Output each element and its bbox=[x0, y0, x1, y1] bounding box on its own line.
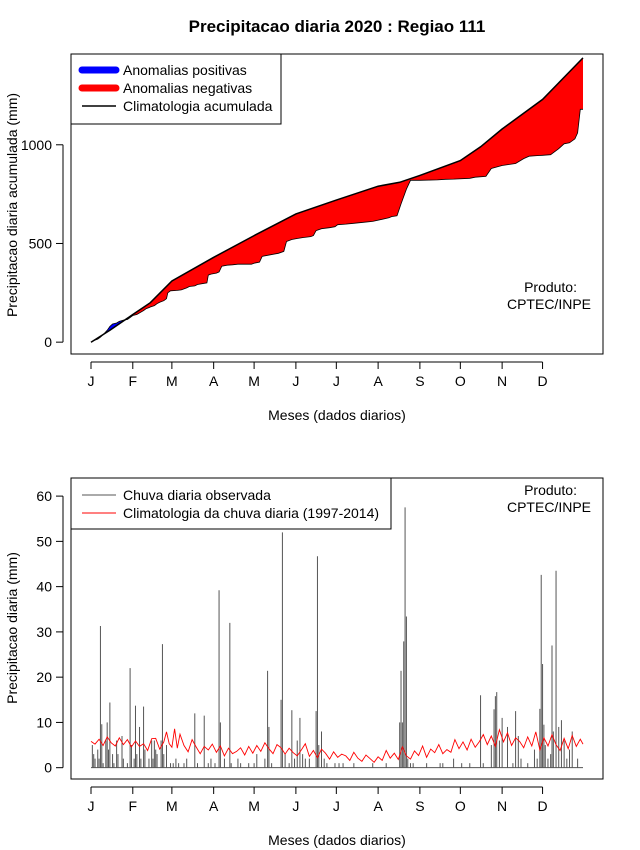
cumulative-x-tick-label: M bbox=[166, 373, 178, 389]
daily-y-tick-label: 30 bbox=[36, 624, 52, 640]
cumulative-y-tick-label: 0 bbox=[44, 334, 52, 350]
daily-chart: J F M A M J J A S O N D 0 10 20 30 40 50 60 Meses (dados … bbox=[4, 477, 604, 848]
cumulative-legend: Anomalias positivas Anomalias negativas … bbox=[70, 53, 282, 125]
cumulative-chart: J F M A M J J A S O N D 0 500 1000 Meses (dados diari… bbox=[4, 53, 604, 423]
daily-x-tick-label: N bbox=[497, 798, 507, 814]
cumulative-x-tick-label: M bbox=[248, 373, 260, 389]
daily-y-tick-label: 50 bbox=[36, 533, 52, 549]
daily-y-axis-label: Precipitacao diaria (mm) bbox=[4, 552, 20, 704]
cumulative-y-axis-label: Precipitacao diaria acumulada (mm) bbox=[4, 93, 20, 317]
cumulative-x-tick-label: N bbox=[497, 373, 507, 389]
legend-label-negative: Anomalias negativas bbox=[123, 80, 252, 96]
cumulative-y-tick-label: 500 bbox=[29, 235, 53, 251]
legend-label-observed: Chuva diaria observada bbox=[123, 487, 271, 503]
legend-label-climatology: Climatologia acumulada bbox=[123, 98, 273, 114]
daily-line-layer bbox=[90, 728, 584, 763]
daily-spike-layer bbox=[91, 507, 583, 769]
cumulative-x-tick-label: J bbox=[88, 373, 95, 389]
cumulative-product-name: CPTEC/INPE bbox=[507, 296, 591, 312]
observed-cumulative-line bbox=[90, 108, 583, 343]
cumulative-x-tick-label: D bbox=[537, 373, 547, 389]
legend-label-positive: Anomalias positivas bbox=[123, 62, 247, 78]
cumulative-y-axis: 0 500 1000 bbox=[21, 137, 64, 350]
cumulative-y-tick-label: 1000 bbox=[21, 137, 52, 153]
cumulative-plot-frame bbox=[70, 53, 604, 355]
daily-y-tick-label: 60 bbox=[36, 488, 52, 504]
daily-x-tick-label: A bbox=[209, 798, 219, 814]
daily-y-axis: 0 10 20 30 40 50 60 bbox=[36, 488, 64, 776]
cumulative-x-tick-label: F bbox=[129, 373, 138, 389]
daily-x-tick-label: J bbox=[88, 798, 95, 814]
daily-legend-box bbox=[70, 477, 392, 530]
cumulative-x-tick-label: O bbox=[455, 373, 466, 389]
daily-x-tick-label: F bbox=[129, 798, 138, 814]
cumulative-x-tick-label: A bbox=[209, 373, 219, 389]
daily-x-tick-label: M bbox=[248, 798, 260, 814]
climatology-cumulative-line bbox=[90, 57, 584, 343]
cumulative-product-label: Produto: bbox=[524, 279, 577, 295]
cumulative-x-axis-label: Meses (dados diarios) bbox=[268, 407, 406, 423]
daily-product-label: Produto: bbox=[524, 482, 577, 498]
daily-x-tick-label: D bbox=[537, 798, 547, 814]
daily-x-tick-label: M bbox=[166, 798, 178, 814]
daily-legend: Chuva diaria observada Climatologia da c… bbox=[70, 477, 392, 530]
daily-x-tick-label: J bbox=[333, 798, 340, 814]
daily-y-tick-label: 40 bbox=[36, 579, 52, 595]
daily-x-tick-label: A bbox=[373, 798, 383, 814]
cumulative-x-tick-label: J bbox=[333, 373, 340, 389]
legend-label-daily-climatology: Climatologia da chuva diaria (1997-2014) bbox=[123, 505, 379, 521]
cumulative-x-tick-label: J bbox=[292, 373, 299, 389]
cumulative-x-tick-label: A bbox=[373, 373, 383, 389]
daily-climatology-line bbox=[90, 728, 584, 763]
cumulative-x-tick-label: S bbox=[415, 373, 424, 389]
daily-x-tick-label: O bbox=[455, 798, 466, 814]
negative-anomaly-area bbox=[126, 57, 583, 320]
daily-y-tick-label: 0 bbox=[44, 760, 52, 776]
daily-x-tick-label: J bbox=[292, 798, 299, 814]
daily-y-tick-label: 10 bbox=[36, 714, 52, 730]
daily-product-name: CPTEC/INPE bbox=[507, 499, 591, 515]
daily-y-tick-label: 20 bbox=[36, 669, 52, 685]
figure-title: Precipitacao diaria 2020 : Regiao 111 bbox=[189, 17, 486, 36]
cumulative-line-layer bbox=[90, 57, 584, 343]
daily-x-tick-label: S bbox=[415, 798, 424, 814]
daily-x-axis-label: Meses (dados diarios) bbox=[268, 832, 406, 848]
